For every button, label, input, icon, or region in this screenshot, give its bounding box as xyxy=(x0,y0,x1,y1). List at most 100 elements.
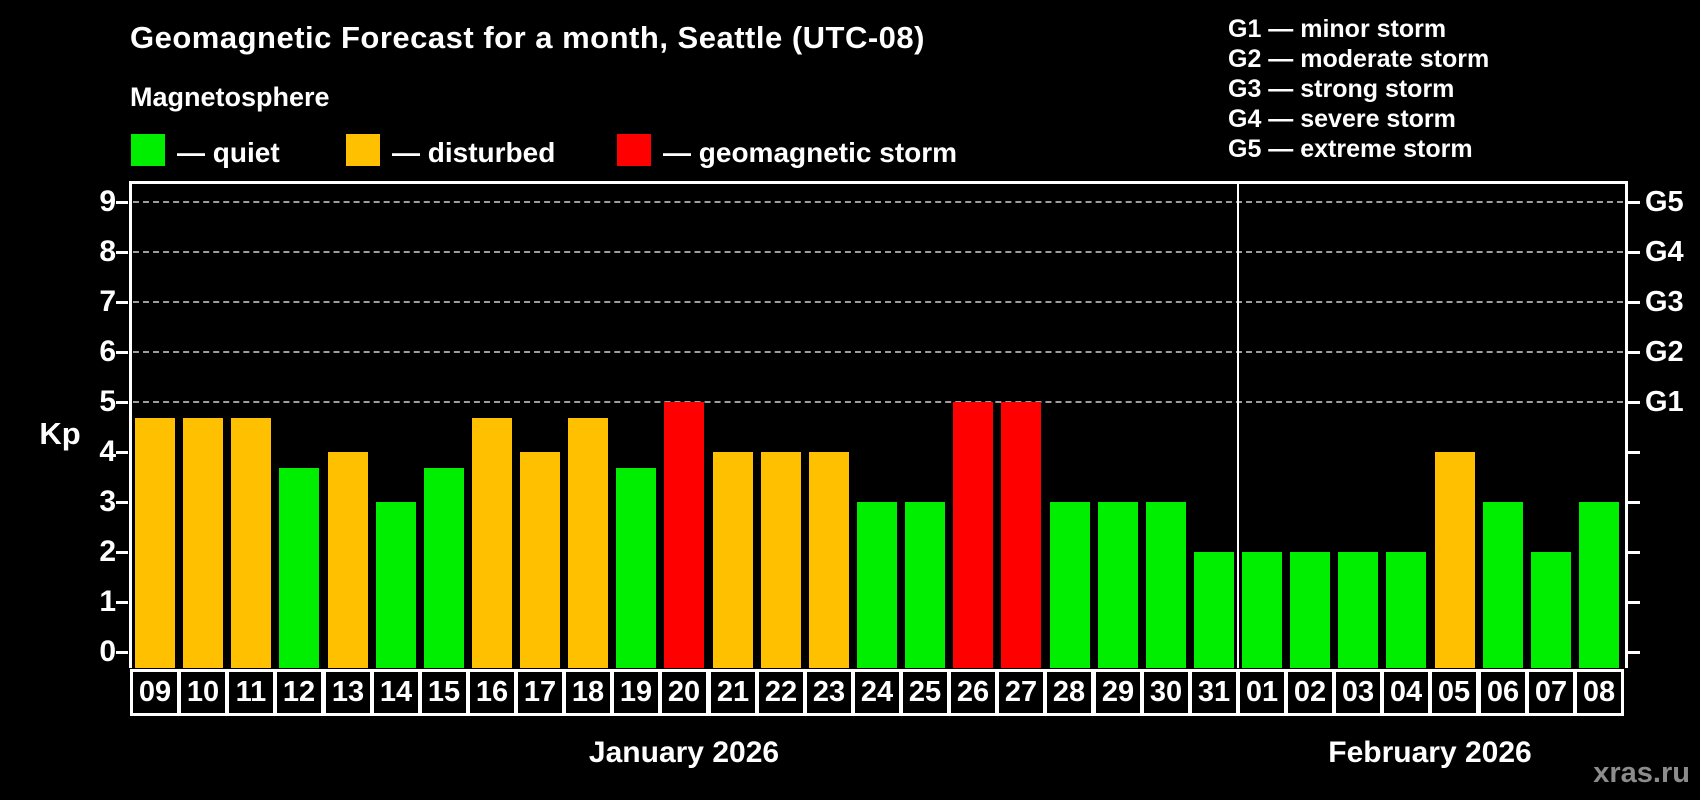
legend-label-storm: — geomagnetic storm xyxy=(663,137,958,168)
kp-bar-02 xyxy=(1290,552,1330,668)
date-cell-26: 26 xyxy=(948,669,998,716)
date-cell-19: 19 xyxy=(611,669,661,716)
kp-bar-04 xyxy=(1386,552,1426,668)
kp-bar-07 xyxy=(1531,552,1571,668)
date-cell-08: 08 xyxy=(1574,669,1624,716)
date-cell-22: 22 xyxy=(756,669,806,716)
y-axis-tick-label: 6 xyxy=(99,335,116,368)
y-axis-tick-label: 3 xyxy=(99,485,116,518)
date-cell-17: 17 xyxy=(515,669,565,716)
y-axis-tick-right xyxy=(1628,251,1640,254)
y-axis-tick-left xyxy=(116,501,128,504)
y-axis-tick-left xyxy=(116,551,128,554)
kp-bar-13 xyxy=(328,452,368,668)
kp-bar-10 xyxy=(183,418,223,668)
y-axis-tick-label: 7 xyxy=(99,285,116,318)
gridline-kp-7 xyxy=(133,301,1623,303)
y-axis-tick-right xyxy=(1628,501,1640,504)
watermark: xras.ru xyxy=(1593,757,1690,789)
y-axis-tick-label: 0 xyxy=(99,635,116,668)
y-axis-tick-right xyxy=(1628,651,1640,654)
y-axis-tick-label: 1 xyxy=(99,585,116,618)
right-axis-label-g5: G5 xyxy=(1645,186,1684,218)
chart-title: Geomagnetic Forecast for a month, Seattl… xyxy=(130,20,925,55)
storm-scale-line-1: G1 — minor storm xyxy=(1228,15,1447,43)
kp-bar-26 xyxy=(953,402,993,668)
kp-bar-17 xyxy=(520,452,560,668)
date-cell-27: 27 xyxy=(996,669,1046,716)
legend-label-disturbed: — disturbed xyxy=(392,137,556,168)
date-cell-16: 16 xyxy=(467,669,517,716)
gridline-kp-9 xyxy=(133,201,1623,203)
kp-bar-14 xyxy=(376,502,416,668)
y-axis-tick-left xyxy=(116,201,128,204)
kp-bar-03 xyxy=(1338,552,1378,668)
y-axis-tick-right xyxy=(1628,451,1640,454)
kp-bar-08 xyxy=(1579,502,1619,668)
y-axis-tick-left xyxy=(116,301,128,304)
date-cell-14: 14 xyxy=(371,669,421,716)
date-cell-24: 24 xyxy=(852,669,902,716)
kp-bar-23 xyxy=(809,452,849,668)
y-axis-tick-left xyxy=(116,251,128,254)
month-label-1: February 2026 xyxy=(1328,736,1532,769)
date-cell-23: 23 xyxy=(804,669,854,716)
date-cell-04: 04 xyxy=(1381,669,1431,716)
y-axis-tick-right xyxy=(1628,551,1640,554)
right-axis-label-g3: G3 xyxy=(1645,286,1684,318)
magnetosphere-legend-heading: Magnetosphere xyxy=(130,82,330,112)
y-axis-tick-right xyxy=(1628,401,1640,404)
month-label-0: January 2026 xyxy=(588,736,780,769)
kp-bar-27 xyxy=(1001,402,1041,668)
date-cell-12: 12 xyxy=(274,669,324,716)
date-cell-02: 02 xyxy=(1285,669,1335,716)
y-axis-tick-right xyxy=(1628,601,1640,604)
date-cell-30: 30 xyxy=(1141,669,1191,716)
disturbed-color-swatch xyxy=(346,134,380,166)
storm-scale-line-3: G3 — strong storm xyxy=(1228,75,1455,103)
y-axis-tick-left xyxy=(116,651,128,654)
y-axis-tick-label: 5 xyxy=(99,385,116,418)
gridline-kp-6 xyxy=(133,351,1623,353)
date-cell-18: 18 xyxy=(563,669,613,716)
date-cell-03: 03 xyxy=(1333,669,1383,716)
y-axis-line-left xyxy=(129,181,132,668)
kp-bar-05 xyxy=(1435,452,1475,668)
storm-scale-line-5: G5 — extreme storm xyxy=(1228,135,1473,163)
date-cell-05: 05 xyxy=(1429,669,1479,716)
kp-bar-30 xyxy=(1146,502,1186,668)
kp-bar-06 xyxy=(1483,502,1523,668)
kp-bar-15 xyxy=(424,468,464,668)
y-axis-tick-label: 4 xyxy=(99,435,116,468)
kp-bar-18 xyxy=(568,418,608,668)
date-cell-01: 01 xyxy=(1237,669,1287,716)
date-cell-25: 25 xyxy=(900,669,950,716)
legend-label-quiet: — quiet xyxy=(177,137,280,168)
month-separator-line xyxy=(1237,183,1239,668)
date-cell-09: 09 xyxy=(130,669,180,716)
y-axis-tick-left xyxy=(116,351,128,354)
kp-bar-29 xyxy=(1098,502,1138,668)
right-axis-label-g1: G1 xyxy=(1645,386,1684,418)
right-axis-label-g4: G4 xyxy=(1645,236,1684,268)
kp-bar-19 xyxy=(616,468,656,668)
date-cell-20: 20 xyxy=(659,669,709,716)
storm-color-swatch xyxy=(617,134,651,166)
date-cell-07: 07 xyxy=(1526,669,1576,716)
date-cell-28: 28 xyxy=(1044,669,1094,716)
date-cell-15: 15 xyxy=(419,669,469,716)
y-axis-tick-right xyxy=(1628,351,1640,354)
kp-bar-20 xyxy=(664,402,704,668)
kp-bar-12 xyxy=(279,468,319,668)
y-axis-tick-left xyxy=(116,401,128,404)
y-axis-tick-label: 9 xyxy=(99,185,116,218)
date-cell-13: 13 xyxy=(323,669,373,716)
right-axis-label-g2: G2 xyxy=(1645,336,1684,368)
kp-bar-28 xyxy=(1050,502,1090,668)
storm-scale-line-4: G4 — severe storm xyxy=(1228,105,1456,133)
kp-bar-01 xyxy=(1242,552,1282,668)
y-axis-tick-left xyxy=(116,601,128,604)
kp-bar-22 xyxy=(761,452,801,668)
plot-frame-top xyxy=(129,181,1628,184)
